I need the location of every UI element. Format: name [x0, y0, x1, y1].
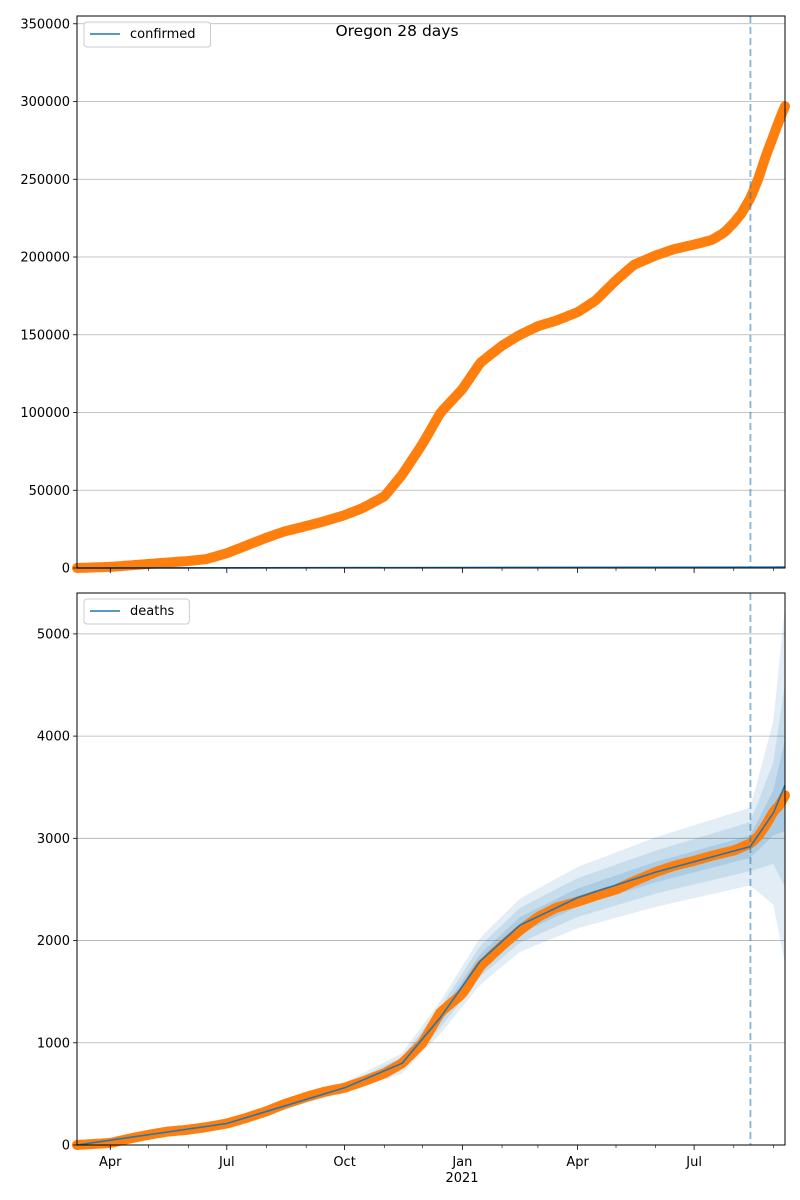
y-tick-label: 3000: [37, 832, 70, 847]
model-line: [76, 784, 786, 1146]
y-tick-label: 5000: [37, 627, 70, 642]
plot-frame: [76, 592, 786, 1146]
chart-title: Oregon 28 days: [335, 22, 458, 40]
x-tick-label: Jan: [451, 1155, 472, 1170]
legend-label-confirmed: confirmed: [130, 27, 196, 42]
x-year-label: 2021: [445, 1171, 478, 1186]
confirmed-panel: 0 50000 100000 150000 200000 250000 300000 3500…: [20, 15, 790, 577]
confirmed-legend: confirmed: [83, 21, 212, 48]
confirmed-axes: 0 50000 100000 150000 200000 250000 300000 3500…: [20, 15, 786, 577]
x-tick-label: Oct: [333, 1155, 355, 1170]
y-tick-label: 4000: [37, 730, 70, 745]
y-tick-label: 200000: [20, 251, 70, 266]
x-tick-label: Jul: [685, 1155, 702, 1170]
y-tick-label: 1000: [37, 1036, 70, 1051]
legend-box: [83, 598, 190, 625]
y-tick-label: 2000: [37, 934, 70, 949]
y-tick-label: 50000: [29, 484, 70, 499]
y-tick-label: 100000: [20, 406, 70, 421]
band-inner: [77, 739, 785, 1145]
legend-box: [83, 21, 212, 48]
observed-series: [72, 101, 790, 573]
y-tick-label: 300000: [20, 95, 70, 110]
y-tick-label: 0: [62, 1139, 70, 1154]
y-tick-label: 0: [62, 562, 70, 577]
confirmed-gridlines: [77, 23, 785, 569]
x-tick-label: Apr: [566, 1155, 589, 1170]
band-middle: [77, 683, 785, 1145]
y-tick-label: 250000: [20, 173, 70, 188]
x-tick-label: Jul: [218, 1155, 235, 1170]
y-tick-label: 350000: [20, 17, 70, 32]
legend-label-deaths: deaths: [130, 604, 175, 619]
x-tick-label: Apr: [99, 1155, 122, 1170]
plot-frame: [76, 15, 786, 569]
deaths-marks: [72, 593, 790, 1150]
deaths-legend: deaths: [83, 598, 190, 625]
y-tick-label: 150000: [20, 328, 70, 343]
deaths-axes: 0 1000 2000 3000 4000 5000 Apr Jul Oct Jan Apr Jul: [37, 592, 786, 1170]
confirmed-marks: [72, 16, 790, 573]
